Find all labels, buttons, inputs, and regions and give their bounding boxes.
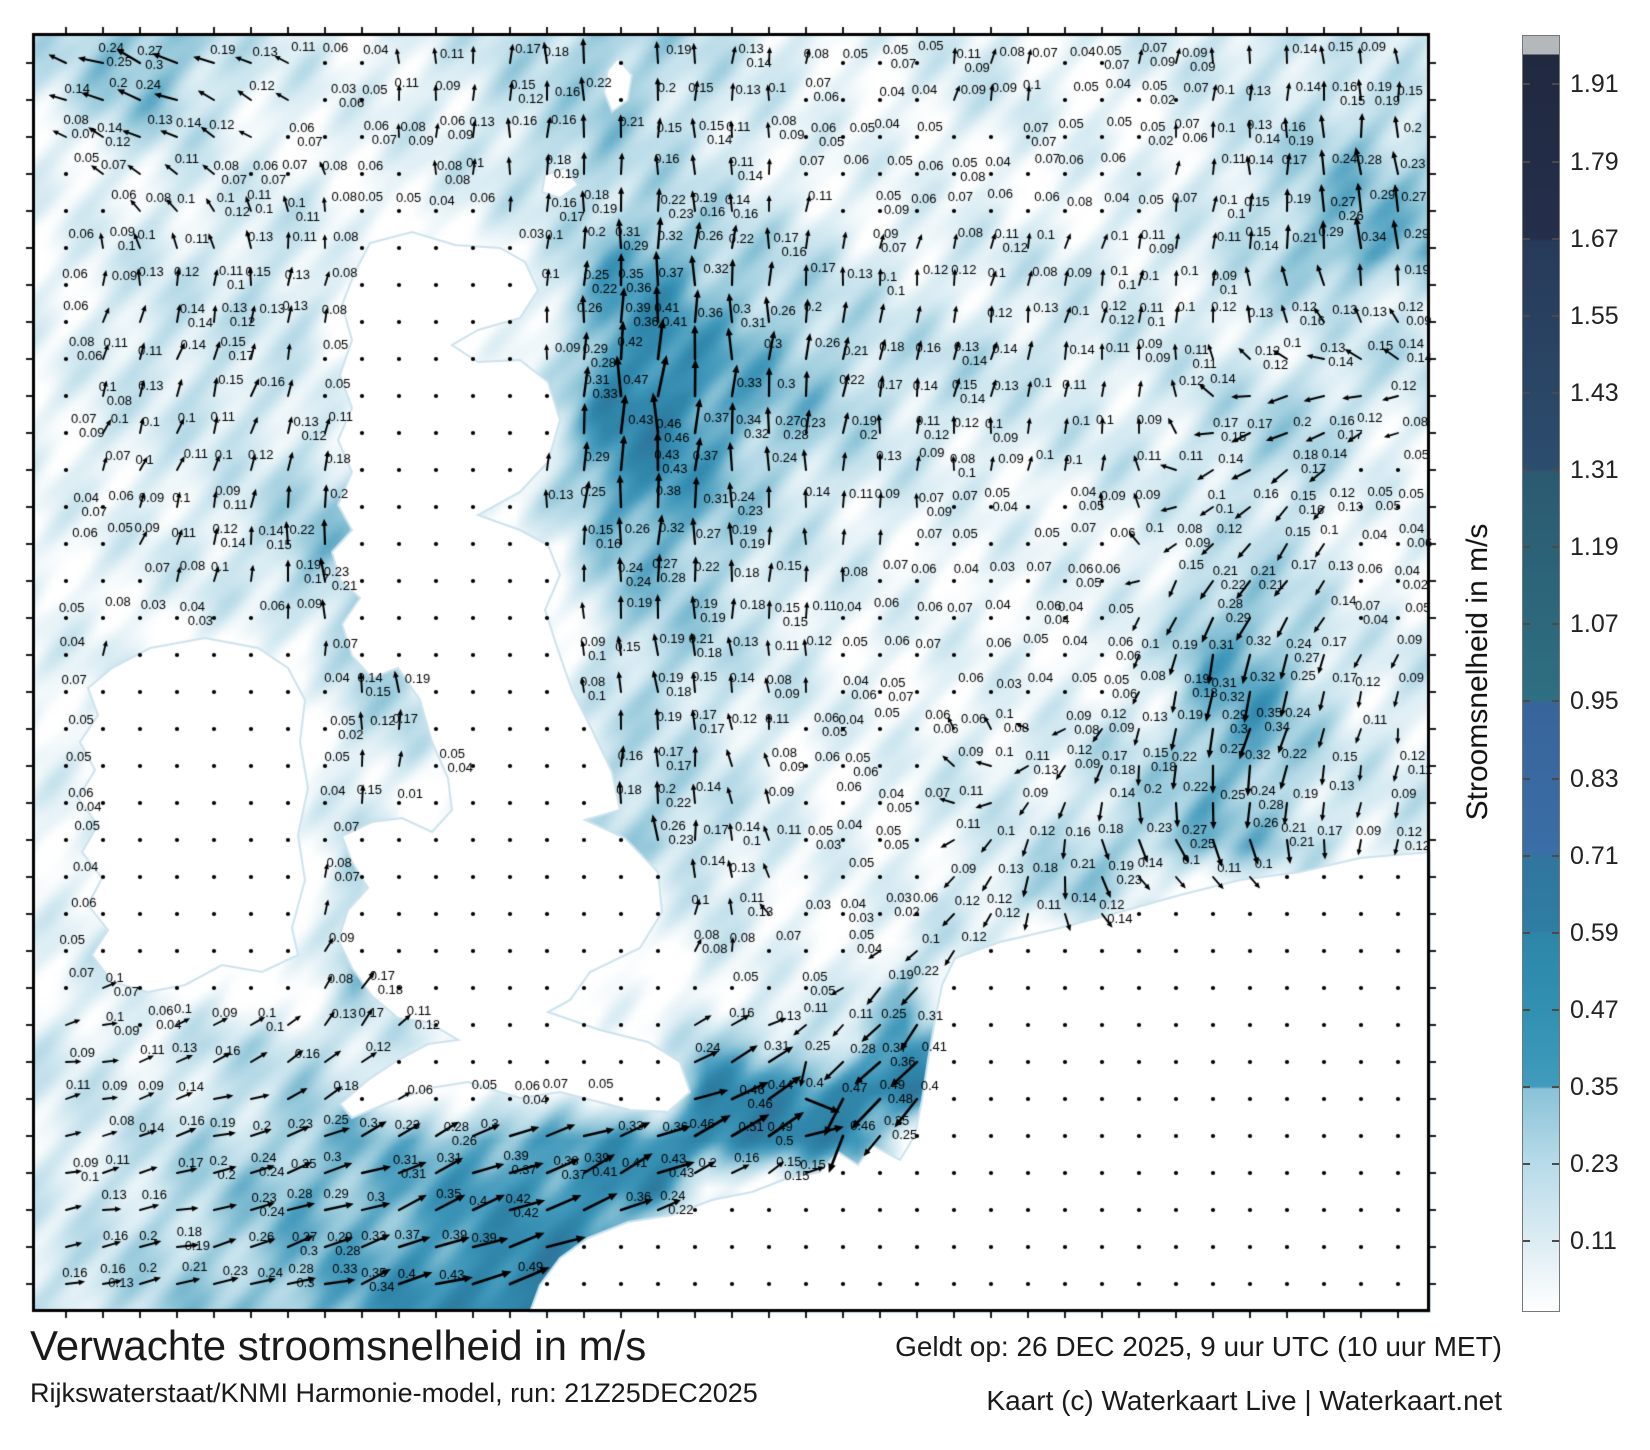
colorbar-tick-mark	[1523, 160, 1530, 163]
colorbar-tick-label: 1.43	[1570, 378, 1619, 407]
map-title: Verwachte stroomsnelheid in m/s	[30, 1322, 647, 1369]
colorbar-tick-mark	[1523, 314, 1530, 317]
colorbar-tick-mark	[1552, 546, 1559, 549]
colorbar-tick-mark	[1523, 1086, 1530, 1089]
colorbar-tick-mark	[1552, 777, 1559, 780]
colorbar-tick-label: 1.67	[1570, 224, 1619, 253]
colorbar-tick-mark	[1523, 854, 1530, 857]
colorbar-tick-mark	[1552, 469, 1559, 472]
colorbar-tick-mark	[1523, 931, 1530, 934]
colorbar-tick-mark	[1523, 700, 1530, 703]
colorbar-tick-mark	[1523, 1008, 1530, 1011]
colorbar-tick-label: 1.55	[1570, 301, 1619, 330]
colorbar-tick-label: 0.23	[1570, 1150, 1619, 1179]
colorbar-tick-mark	[1523, 83, 1530, 86]
colorbar-tick-mark	[1552, 83, 1559, 86]
colorbar-tick-label: 1.07	[1570, 610, 1619, 639]
colorbar-tick-mark	[1552, 1163, 1559, 1166]
colorbar-tick-mark	[1552, 314, 1559, 317]
colorbar-tick-label: 1.79	[1570, 147, 1619, 176]
colorbar-tick-mark	[1552, 391, 1559, 394]
colorbar-tick-label: 0.47	[1570, 995, 1619, 1024]
colorbar-tick-label: 0.59	[1570, 918, 1619, 947]
colorbar-tick-mark	[1552, 1086, 1559, 1089]
colorbar-tick-label: 1.91	[1570, 70, 1619, 99]
colorbar-title: Stroomsnelheid in m/s	[1461, 523, 1494, 821]
colorbar-tick-mark	[1523, 1163, 1530, 1166]
colorbar-tick-label: 0.83	[1570, 764, 1619, 793]
colorbar-tick-mark	[1552, 160, 1559, 163]
colorbar-tick-label: 0.71	[1570, 841, 1619, 870]
colorbar-tick-mark	[1523, 546, 1530, 549]
colorbar-tick-mark	[1523, 391, 1530, 394]
colorbar-tick-mark	[1523, 237, 1530, 240]
colorbar-tick-mark	[1552, 931, 1559, 934]
colorbar-tick-label: 1.31	[1570, 456, 1619, 485]
colorbar-tick-mark	[1523, 469, 1530, 472]
colorbar-tick-mark	[1523, 1240, 1530, 1243]
colorbar-tick-mark	[1552, 1240, 1559, 1243]
model-run-label: Rijkswaterstaat/KNMI Harmonie-model, run…	[30, 1378, 758, 1408]
colorbar-tick-mark	[1523, 623, 1530, 626]
colorbar-tick-mark	[1552, 854, 1559, 857]
valid-time-label: Geldt op: 26 DEC 2025, 9 uur UTC (10 uur…	[895, 1331, 1502, 1362]
colorbar-tick-label: 0.95	[1570, 687, 1619, 716]
colorbar-tick-mark	[1523, 777, 1530, 780]
colorbar	[1522, 35, 1560, 1312]
colorbar-tick-mark	[1552, 237, 1559, 240]
colorbar-tick-label: 0.11	[1570, 1227, 1617, 1256]
colorbar-tick-label: 1.19	[1570, 533, 1619, 562]
copyright-label: Kaart (c) Waterkaart Live | Waterkaart.n…	[986, 1385, 1502, 1416]
colorbar-tick-label: 0.35	[1570, 1073, 1619, 1102]
colorbar-tick-mark	[1552, 700, 1559, 703]
colorbar-tick-mark	[1552, 623, 1559, 626]
colorbar-tick-mark	[1552, 1008, 1559, 1011]
